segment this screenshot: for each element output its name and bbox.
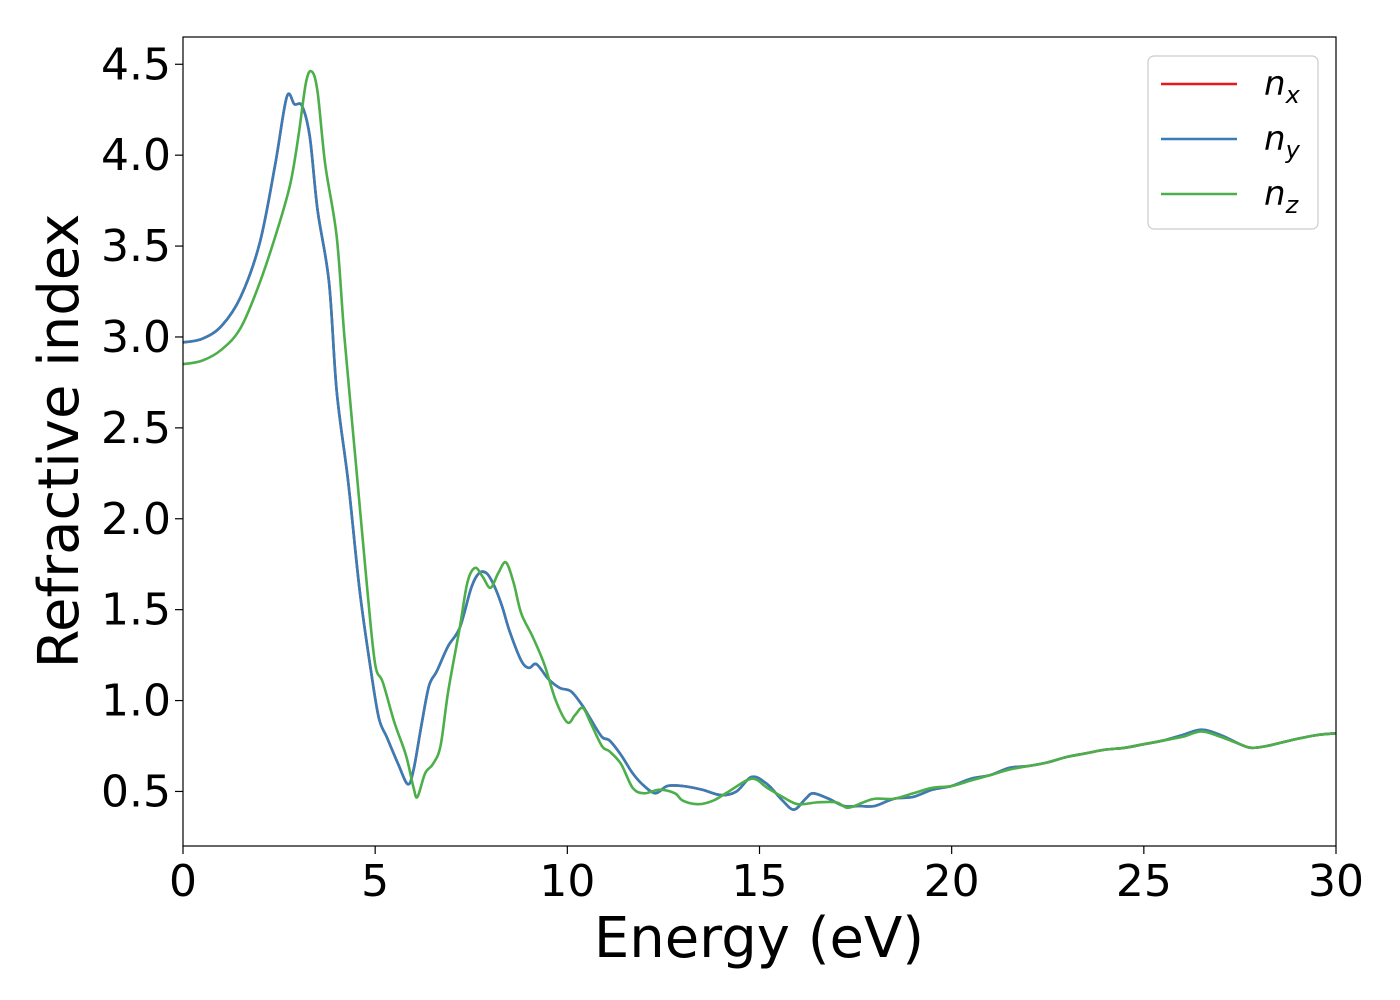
y-tick-label: 3.5 [101,221,171,272]
x-tick-label: 20 [924,856,980,907]
legend-label-subscript: z [1285,191,1300,219]
x-axis-label: Energy (eV) [594,906,924,971]
y-tick-label: 2.5 [101,403,171,454]
legend-label-base: n [1264,119,1286,159]
legend-box [1147,55,1319,230]
y-tick-label: 3.0 [101,312,171,363]
x-tick-label: 15 [732,856,788,907]
y-tick-label: 4.5 [101,39,171,90]
legend-label-subscript: y [1285,136,1301,164]
x-axis-ticks: 0 5 10 15 20 25 30 [169,846,1364,907]
series-line-z [183,69,1336,810]
y-tick-label: 1.0 [101,676,171,727]
series-layer [183,69,1336,811]
legend-label-y: ny [1264,119,1301,164]
x-tick-label: 25 [1116,856,1172,907]
y-tick-label: 0.5 [101,766,171,817]
legend-label-x: nx [1264,64,1301,109]
y-tick-label: 1.5 [101,585,171,636]
y-axis-label: Refractive index [27,214,92,669]
y-axis-ticks: 0.5 1.0 1.5 2.0 2.5 3.0 3.5 4.0 4.5 [101,39,183,817]
x-tick-label: 30 [1308,856,1364,907]
y-tick-label: 2.0 [101,494,171,545]
legend-label-z: nz [1264,174,1300,219]
legend-label-base: n [1264,64,1286,104]
x-tick-label: 10 [539,856,595,907]
legend-label-subscript: x [1285,81,1301,109]
x-tick-label: 0 [169,856,197,907]
y-tick-label: 4.0 [101,130,171,181]
legend-label-base: n [1264,174,1286,214]
x-tick-label: 5 [361,856,389,907]
